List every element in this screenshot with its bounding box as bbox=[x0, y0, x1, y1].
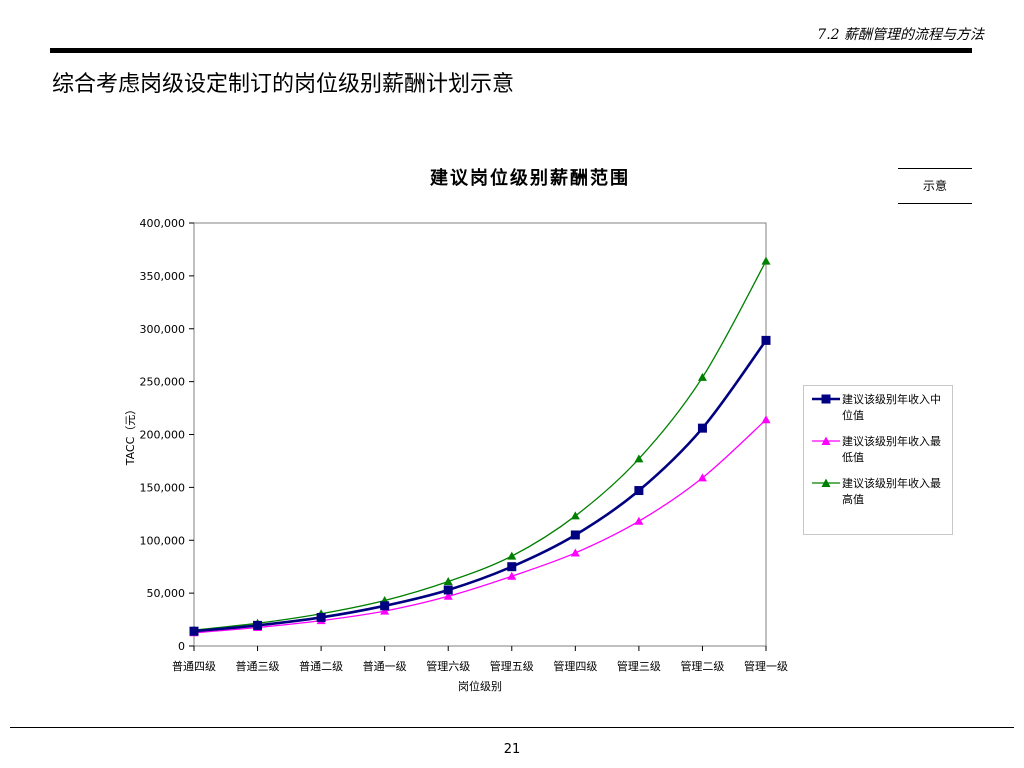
data-point bbox=[570, 548, 580, 557]
x-tick-label: 管理一级 bbox=[744, 659, 788, 673]
data-point bbox=[634, 486, 644, 496]
legend-item: 建议该级别年收入最低值 bbox=[808, 434, 948, 466]
series-line bbox=[193, 419, 767, 634]
y-tick-label: 0 bbox=[178, 640, 185, 653]
y-tick-label: 350,000 bbox=[140, 270, 186, 283]
data-point bbox=[634, 454, 644, 463]
data-point bbox=[253, 620, 263, 630]
x-tick-label: 普通二级 bbox=[299, 659, 343, 673]
y-axis-label: TACC（元） bbox=[124, 404, 137, 467]
x-tick-label: 管理二级 bbox=[680, 659, 724, 673]
data-point bbox=[697, 473, 707, 482]
data-point bbox=[761, 335, 771, 345]
illustration-tag: 示意 bbox=[898, 168, 972, 204]
bottom-divider bbox=[10, 727, 1014, 728]
y-tick-label: 300,000 bbox=[140, 323, 186, 336]
chart-legend: 建议该级别年收入中位值 建议该级别年收入最低值 建议该级别年收入最高值 bbox=[803, 385, 953, 535]
legend-item: 建议该级别年收入最高值 bbox=[808, 476, 948, 508]
x-tick-label: 普通四级 bbox=[172, 659, 216, 673]
page-number: 21 bbox=[503, 742, 521, 757]
data-point bbox=[443, 585, 453, 595]
legend-label: 建议该级别年收入最低值 bbox=[842, 435, 941, 464]
x-tick-label: 管理五级 bbox=[490, 659, 534, 673]
data-point bbox=[570, 530, 580, 540]
data-point bbox=[380, 606, 390, 615]
data-point bbox=[507, 562, 517, 572]
x-axis-label: 岗位级别 bbox=[458, 679, 502, 693]
page-title: 综合考虑岗级设定制订的岗位级别薪酬计划示意 bbox=[52, 72, 515, 97]
data-point bbox=[761, 256, 771, 265]
y-tick-label: 200,000 bbox=[140, 429, 186, 442]
x-tick-label: 管理六级 bbox=[426, 659, 470, 673]
data-point bbox=[507, 551, 517, 560]
data-point bbox=[634, 516, 644, 525]
data-point bbox=[316, 612, 326, 622]
y-tick-label: 150,000 bbox=[140, 481, 186, 494]
series-line bbox=[193, 260, 767, 631]
data-point bbox=[443, 591, 453, 600]
x-tick-label: 普通三级 bbox=[236, 659, 280, 673]
section-label: 7.2 薪酬管理的流程与方法 bbox=[817, 27, 984, 43]
chart-title: 建议岗位级别薪酬范围 bbox=[430, 168, 630, 189]
plot-area bbox=[193, 222, 767, 647]
data-point bbox=[697, 423, 707, 433]
y-tick-label: 50,000 bbox=[147, 587, 186, 600]
data-point bbox=[570, 511, 580, 520]
series-line bbox=[193, 339, 768, 633]
data-point bbox=[189, 626, 199, 636]
legend-label: 建议该级别年收入最高值 bbox=[842, 477, 941, 506]
data-point bbox=[761, 415, 771, 424]
x-tick-label: 管理四级 bbox=[553, 659, 597, 673]
top-divider bbox=[50, 48, 972, 53]
y-tick-label: 100,000 bbox=[140, 534, 186, 547]
x-tick-label: 管理三级 bbox=[617, 659, 661, 673]
y-tick-label: 400,000 bbox=[140, 217, 186, 230]
legend-item: 建议该级别年收入中位值 bbox=[808, 392, 948, 424]
legend-label: 建议该级别年收入中位值 bbox=[842, 393, 941, 422]
data-point bbox=[443, 576, 453, 585]
data-point bbox=[507, 571, 517, 580]
y-tick-label: 250,000 bbox=[140, 376, 186, 389]
legend-swatch bbox=[812, 436, 840, 445]
data-point bbox=[380, 601, 390, 611]
x-tick-label: 普通一级 bbox=[363, 659, 407, 673]
legend-swatch bbox=[812, 394, 840, 404]
legend-swatch bbox=[812, 478, 840, 487]
data-point bbox=[697, 372, 707, 381]
